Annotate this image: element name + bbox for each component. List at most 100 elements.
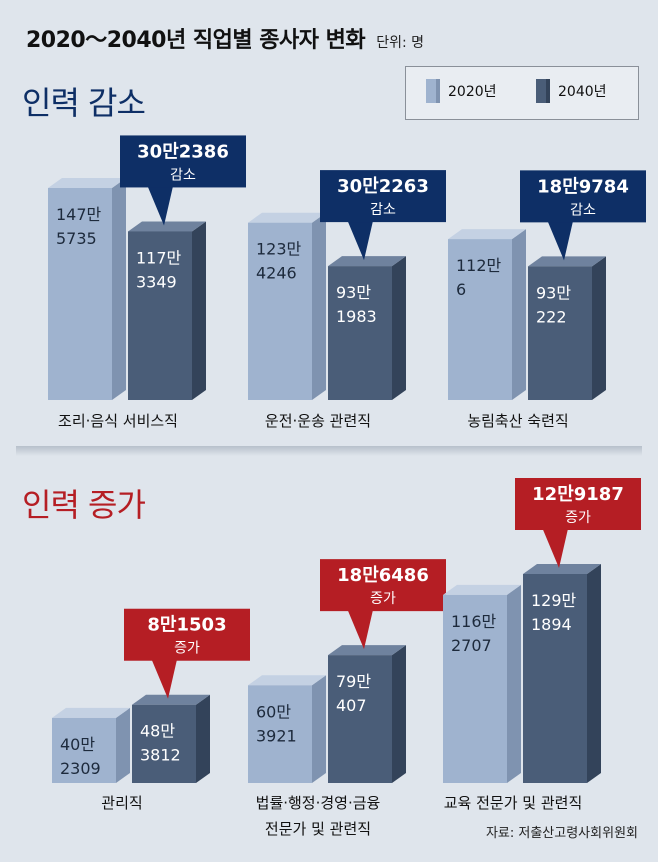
change-word-s0-g1: 감소	[370, 202, 396, 218]
bar-2020-s1-g2-top	[443, 584, 521, 595]
change-callout-pointer-s0-g0	[147, 186, 173, 226]
bar-2040-s0-g0	[128, 221, 206, 400]
category-label-s1-g0: 관리직	[101, 794, 142, 812]
value-label-2020-s0-g0-line1: 147만	[56, 205, 102, 224]
value-label-2040-s1-g1-line2: 407	[336, 696, 367, 715]
category-label-s1-g1-line2: 전문가 및 관련직	[265, 820, 371, 838]
bar-2040-s0-g2-top	[528, 256, 606, 267]
change-amount-s1-g2: 12만9187	[532, 484, 624, 505]
value-label-2040-s1-g1-line1: 79만	[336, 672, 371, 691]
value-label-2020-s1-g1-line2: 3921	[256, 726, 297, 745]
bar-2020-s0-g2-top	[448, 229, 526, 240]
bar-2040-s1-g0-side	[196, 694, 210, 783]
category-label-s0-g2: 농림축산 숙련직	[467, 412, 568, 430]
bar-2020-s1-g2	[443, 584, 521, 783]
bar-2020-s1-g0-front	[52, 717, 116, 783]
change-amount-s0-g2: 18만9784	[537, 176, 629, 197]
change-callout-box-s0-g2	[520, 170, 646, 223]
legend-swatch-2020	[426, 79, 440, 103]
value-label-2020-s0-g2-line1: 112만	[456, 256, 502, 275]
bar-2040-s0-g2-front	[528, 266, 592, 400]
bar-2040-s1-g2-top	[523, 564, 601, 574]
change-callout-box-s1-g0	[124, 608, 250, 661]
legend-item-2040: 2040년	[536, 79, 607, 103]
change-callout-pointer-s0-g2	[547, 221, 573, 261]
value-label-2040-s0-g1-line2: 1983	[336, 307, 377, 326]
bar-2040-s1-g0-top	[132, 694, 210, 705]
value-label-2020-s1-g0-line2: 2309	[60, 759, 101, 778]
category-label-s1-g1-line1: 법률·행정·경영·금융	[256, 794, 381, 812]
change-callout-pointer-s1-g1	[347, 610, 373, 650]
value-label-2020-s1-g2-line2: 2707	[451, 636, 492, 655]
value-label-2020-s1-g0-line1: 40만	[60, 735, 95, 754]
value-label-2040-s0-g2-line2: 222	[536, 307, 567, 326]
increase-section-title: 인력 증가	[22, 486, 146, 524]
value-label-2040-s0-g2-line1: 93만	[536, 283, 571, 302]
change-callout-pointer-s1-g0	[151, 659, 177, 699]
bar-2040-s1-g1-side	[392, 645, 406, 783]
value-label-2040-s1-g0-line1: 48만	[140, 722, 175, 741]
bar-2020-s0-g0-side	[112, 178, 126, 400]
bar-2020-s1-g0	[52, 707, 130, 783]
value-label-2020-s0-g1-line1: 123만	[256, 240, 302, 259]
bar-2040-s1-g2-front	[523, 574, 587, 783]
value-label-2020-s1-g2-line1: 116만	[451, 612, 497, 631]
category-label-s0-g0: 조리·음식 서비스직	[58, 412, 178, 430]
source-note: 자료: 저출산고령사회위원회	[485, 826, 638, 841]
bar-2040-s0-g1-top	[328, 256, 406, 267]
change-amount-s0-g1: 30만2263	[337, 176, 429, 197]
value-label-2040-s0-g1-line1: 93만	[336, 283, 371, 302]
value-label-2020-s0-g1-line2: 4246	[256, 264, 297, 283]
change-callout-box-s0-g0	[120, 135, 246, 188]
bar-2040-s0-g1-front	[328, 266, 392, 400]
bar-2020-s0-g0	[48, 178, 126, 400]
value-label-2040-s1-g2-line1: 129만	[531, 591, 577, 610]
category-label-s1-g2: 교육 전문가 및 관련직	[444, 794, 583, 812]
bar-2040-s1-g2	[523, 564, 601, 783]
bar-2020-s1-g1-front	[248, 685, 312, 783]
change-word-s1-g2: 증가	[565, 510, 591, 526]
bar-2020-s0-g0-top	[48, 178, 126, 188]
legend-label-2040: 2040년	[558, 84, 607, 100]
change-word-s0-g2: 감소	[570, 202, 596, 218]
value-label-2020-s1-g1-line1: 60만	[256, 702, 291, 721]
change-amount-s1-g0: 8만1503	[147, 615, 226, 636]
legend: 2020년 2040년	[405, 66, 639, 120]
value-label-2040-s0-g0-line2: 3349	[136, 272, 177, 291]
decrease-section-title: 인력 감소	[22, 84, 146, 122]
value-label-2040-s1-g0-line2: 3812	[140, 746, 181, 765]
bar-2020-s1-g1-side	[312, 675, 326, 783]
bar-2040-s0-g1	[328, 256, 406, 400]
bar-2020-s0-g1-top	[248, 212, 326, 223]
bar-2040-s0-g2	[528, 256, 606, 400]
bar-2020-s1-g2-side	[507, 584, 521, 783]
unit-label: 단위: 명	[376, 35, 425, 51]
change-callout-pointer-s1-g2	[542, 529, 568, 568]
bar-2020-s0-g1	[248, 212, 326, 400]
bar-2040-s1-g2-side	[587, 564, 601, 783]
change-callout-box-s0-g1	[320, 170, 446, 223]
bar-2040-s0-g0-front	[128, 231, 192, 400]
chart-title: 2020～2040년 직업별 종사자 변화	[26, 28, 366, 53]
change-callout-box-s1-g1	[320, 559, 446, 612]
section-divider	[16, 446, 642, 456]
value-label-2040-s1-g2-line2: 1894	[531, 615, 572, 634]
bar-2020-s1-g0-side	[116, 707, 130, 783]
header: 2020～2040년 직업별 종사자 변화 단위: 명	[26, 22, 424, 54]
bar-2020-s1-g2-front	[443, 594, 507, 783]
change-amount-s1-g1: 18만6486	[337, 565, 429, 586]
bar-2040-s0-g2-side	[592, 256, 606, 400]
bar-2040-s0-g0-top	[128, 221, 206, 232]
legend-label-2020: 2020년	[448, 84, 497, 100]
category-label-s0-g1: 운전·운송 관련직	[265, 412, 371, 430]
bar-2020-s0-g0-front	[48, 188, 112, 400]
bar-2020-s0-g1-front	[248, 222, 312, 400]
bar-2020-s1-g1	[248, 675, 326, 783]
bar-2040-s0-g0-side	[192, 221, 206, 400]
legend-item-2020: 2020년	[426, 79, 497, 103]
change-word-s1-g1: 증가	[370, 591, 396, 607]
bar-2020-s0-g1-side	[312, 212, 326, 400]
bar-2040-s0-g1-side	[392, 256, 406, 400]
